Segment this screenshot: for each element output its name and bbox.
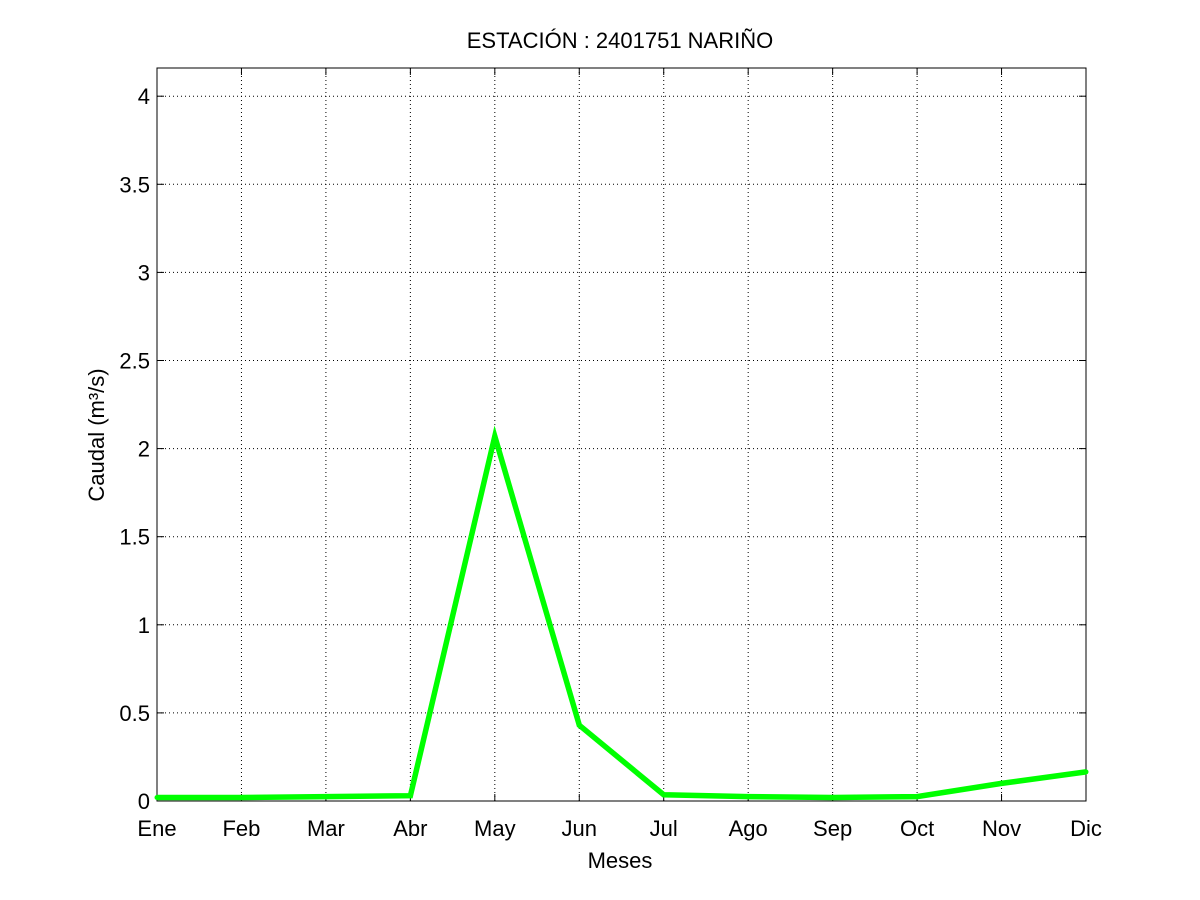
x-tick-label: Jun (562, 816, 597, 841)
data-point (830, 794, 836, 800)
y-axis-label: Caudal (m³/s) (84, 368, 109, 501)
data-point (745, 794, 751, 800)
y-tick-label: 0.5 (119, 701, 150, 726)
data-point (492, 433, 498, 439)
y-tick-label: 0 (138, 789, 150, 814)
data-point (154, 794, 160, 800)
x-tick-label: Abr (393, 816, 427, 841)
data-point (914, 794, 920, 800)
y-tick-label: 4 (138, 84, 150, 109)
y-tick-label: 2.5 (119, 348, 150, 373)
chart-title: ESTACIÓN : 2401751 NARIÑO (467, 28, 774, 53)
x-tick-label: Mar (307, 816, 345, 841)
axis-ticks: Ene Feb Mar Abr May Jun Jul Ago Sep Oct Nov Dic 0 0.5… (119, 68, 1102, 841)
x-tick-label: Nov (982, 816, 1021, 841)
data-point (1083, 769, 1089, 775)
y-tick-label: 1 (138, 613, 150, 638)
x-tick-label: Sep (813, 816, 852, 841)
data-point (999, 780, 1005, 786)
grid (157, 68, 1086, 801)
data-point (576, 722, 582, 728)
x-tick-label: Jul (650, 816, 678, 841)
data-point (238, 794, 244, 800)
plot-area-frame (156, 67, 1087, 802)
x-tick-label: Dic (1070, 816, 1102, 841)
x-axis-label: Meses (588, 848, 653, 873)
y-tick-label: 3 (138, 260, 150, 285)
data-point (323, 794, 329, 800)
x-tick-label: Ene (137, 816, 176, 841)
data-point (407, 793, 413, 799)
x-tick-label: Feb (222, 816, 260, 841)
x-tick-label: Ago (729, 816, 768, 841)
y-tick-label: 1.5 (119, 525, 150, 550)
x-tick-label: May (474, 816, 516, 841)
series-layer (154, 425, 1089, 801)
y-tick-label: 3.5 (119, 172, 150, 197)
series-line (157, 425, 1087, 801)
data-point (661, 792, 667, 798)
y-tick-label: 2 (138, 437, 150, 462)
x-tick-label: Oct (900, 816, 934, 841)
